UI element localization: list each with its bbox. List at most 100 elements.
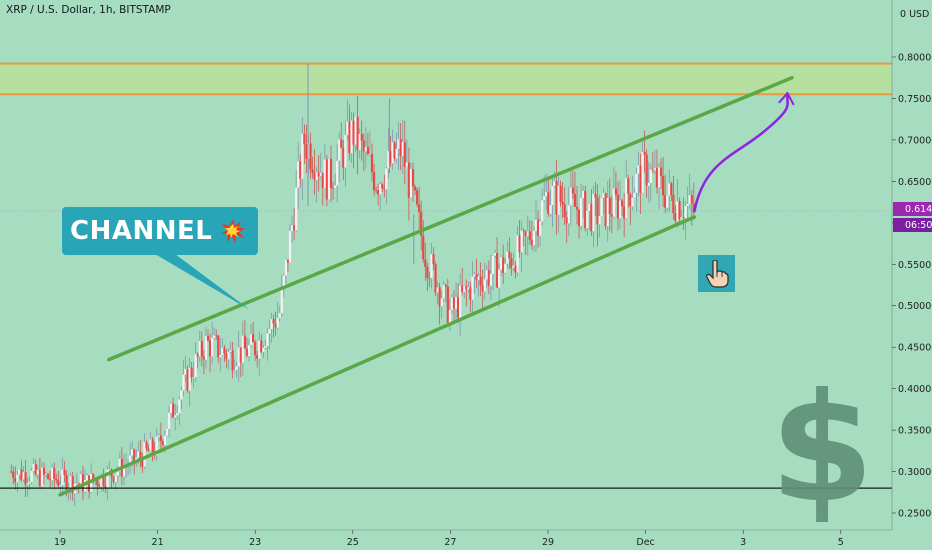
candle-down <box>145 442 148 449</box>
candle-down <box>63 469 66 475</box>
candle-up <box>549 205 552 214</box>
candle-down <box>92 473 95 481</box>
price-tick-label: 0.25000 <box>898 509 932 520</box>
candle-down <box>672 194 675 214</box>
candle-down <box>186 368 189 391</box>
candle-up <box>582 190 585 199</box>
candle-down <box>217 335 220 358</box>
candle-down <box>524 231 527 237</box>
candle-down <box>465 286 468 290</box>
candle-down <box>659 167 663 177</box>
candle-up <box>467 287 470 290</box>
channel-lower-line[interactable] <box>58 215 697 497</box>
bar-countdown-tag: 06:50 <box>893 218 932 232</box>
candle-down <box>651 169 654 171</box>
candle-down <box>231 350 234 371</box>
candle-down <box>623 206 626 219</box>
candle-down <box>239 347 242 363</box>
candle-down <box>305 144 308 159</box>
candle-up <box>108 469 111 471</box>
candle-down <box>215 335 218 337</box>
candle-down <box>481 285 484 292</box>
candle-up <box>498 269 501 288</box>
candle-down <box>10 471 13 473</box>
candle-down <box>96 480 99 486</box>
time-tick-label: 19 <box>54 537 66 548</box>
target-arrow[interactable] <box>693 91 789 213</box>
candle-down <box>670 183 673 195</box>
candle-up <box>459 285 462 318</box>
candle-up <box>606 197 609 227</box>
candle-up <box>28 481 31 484</box>
candle-up <box>290 225 294 232</box>
pointing-up-hand-icon <box>705 259 729 288</box>
candle-down <box>645 154 648 186</box>
candle-up <box>477 276 480 280</box>
candle-down <box>77 483 80 485</box>
candle-up <box>219 354 222 358</box>
candle-up <box>268 329 271 334</box>
candle-up <box>680 217 683 220</box>
channel-callout: CHANNEL <box>62 207 258 255</box>
candle-up <box>167 412 171 429</box>
candle-up <box>489 273 492 286</box>
candle-up <box>233 369 236 371</box>
candle-up <box>36 469 39 475</box>
candle-down <box>202 356 205 360</box>
candle-up <box>545 192 548 197</box>
candle-down <box>245 348 249 357</box>
candle-up <box>155 436 158 456</box>
candle-down <box>413 186 417 191</box>
candle-down <box>225 353 228 360</box>
candle-down <box>510 258 513 269</box>
candle-up <box>588 203 591 211</box>
candle-up <box>116 471 119 476</box>
candle-down <box>20 469 23 480</box>
candle-up <box>323 159 326 188</box>
candle-up <box>18 469 21 475</box>
candle-up <box>204 336 208 360</box>
candle-up <box>188 367 191 391</box>
candle-down <box>469 287 472 300</box>
last-price-tag: 0.61430 <box>893 202 932 216</box>
candle-up <box>194 354 197 378</box>
candle-up <box>266 333 269 347</box>
candle-down <box>518 235 521 253</box>
candle-down <box>47 473 50 479</box>
candle-down <box>614 188 618 195</box>
candle-down <box>293 225 296 231</box>
candle-up <box>100 474 103 487</box>
candle-up <box>237 347 240 367</box>
candle-up <box>684 205 687 219</box>
candle-down <box>317 172 320 177</box>
price-axis[interactable]: 0.800000.750000.700000.650000.600000.550… <box>891 0 932 550</box>
candle-up <box>75 483 78 485</box>
candle-up <box>686 203 689 206</box>
candle-down <box>65 474 68 492</box>
candle-down <box>428 277 431 279</box>
candle-up <box>368 153 372 155</box>
candle-up <box>297 161 300 188</box>
candle-up <box>516 235 519 273</box>
candle-up <box>288 231 292 263</box>
candlestick-series <box>10 63 695 506</box>
candle-up <box>454 297 458 309</box>
candle-down <box>200 340 203 357</box>
candle-up <box>471 276 474 300</box>
candle-down <box>190 367 193 378</box>
candle-up <box>688 195 691 204</box>
candle-down <box>254 342 257 356</box>
candle-down <box>133 449 136 462</box>
channel-upper-line[interactable] <box>107 75 794 362</box>
time-axis[interactable]: 19 21 23 25 27 29 Dec 3 5 <box>0 529 892 548</box>
candle-up <box>184 368 187 375</box>
candle-down <box>161 441 164 445</box>
candle-up <box>676 201 679 221</box>
candle-up <box>586 210 589 229</box>
candle-down <box>438 287 441 307</box>
candle-down <box>565 217 568 224</box>
candle-up <box>235 366 238 370</box>
